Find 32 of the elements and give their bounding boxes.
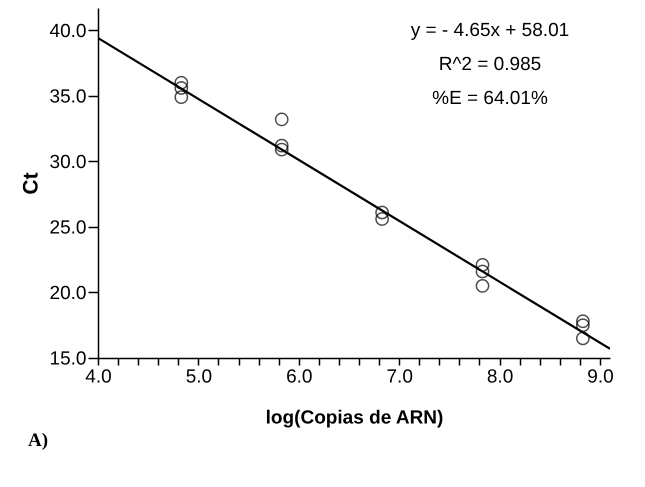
- y-tick-label: 15.0: [50, 348, 86, 370]
- x-tick-label: 5.0: [186, 366, 212, 388]
- x-tick-label: 7.0: [386, 366, 413, 388]
- y-tick-label: 25.0: [50, 217, 86, 238]
- point: [576, 331, 590, 346]
- annotation: R^2 = 0.985: [438, 54, 542, 75]
- point: [476, 264, 490, 278]
- point: [274, 138, 289, 152]
- x-tick-label: 9.0: [587, 366, 614, 388]
- x-tick-label: 6.0: [286, 366, 312, 388]
- point: [476, 279, 490, 293]
- point: [174, 81, 188, 95]
- annotation: %E = 64.01%: [432, 88, 548, 109]
- x-axis-title: log(Copias de ARN): [266, 408, 444, 428]
- point: [476, 258, 490, 272]
- y-axis-title: Ct: [20, 172, 43, 195]
- point: [576, 318, 590, 332]
- point: [274, 142, 289, 156]
- y-tick-label: 30.0: [50, 152, 86, 173]
- x-tick-label: 4.0: [85, 366, 112, 388]
- x-tick-label: 8.0: [486, 366, 514, 388]
- point: [174, 76, 188, 90]
- y-tick-label: 40.0: [50, 20, 86, 42]
- point: [375, 206, 389, 220]
- y-tick-label: 35.0: [50, 86, 86, 108]
- point: [576, 314, 590, 328]
- point: [174, 90, 188, 104]
- point: [274, 112, 289, 126]
- annotation: y = - 4.65x + 58.01: [410, 20, 570, 41]
- point: [375, 212, 389, 226]
- text: A): [28, 430, 48, 451]
- y-tick-label: 20.0: [50, 282, 86, 304]
